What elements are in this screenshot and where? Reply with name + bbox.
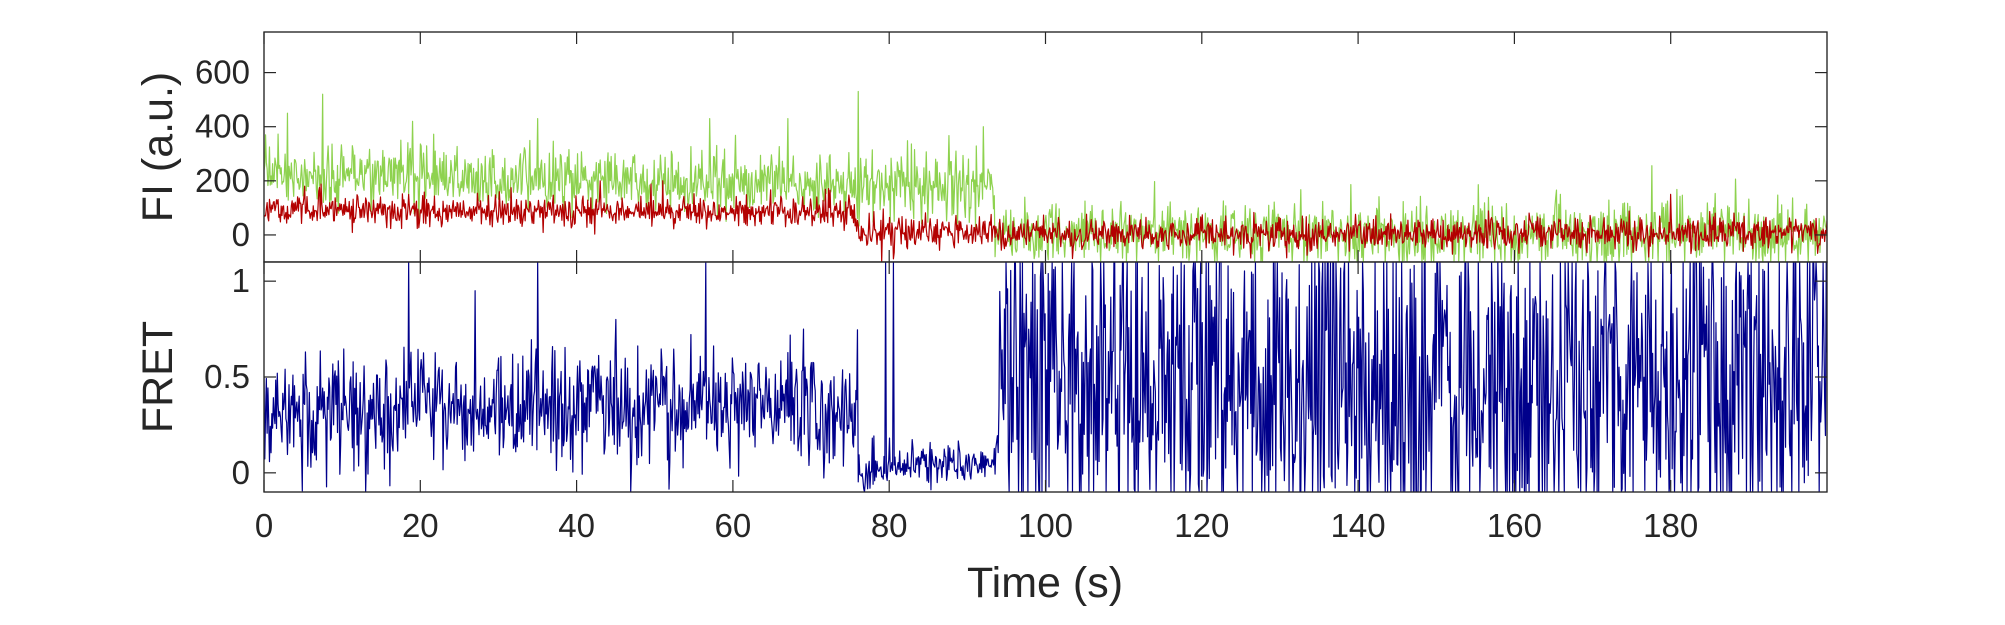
time-x-tick-label: 140	[1331, 507, 1386, 544]
fluorescence-y-tick-label: 400	[195, 108, 250, 145]
fluorescence-series-1-line	[264, 180, 1827, 262]
time-x-ticks: 0 20 40 60 80 100 120 140 160 180	[255, 32, 1698, 544]
fret-y-axis-title: FRET	[134, 321, 182, 433]
fret-series-0-line	[264, 262, 1827, 492]
fret-y-tick-label: 0	[232, 454, 250, 491]
fluorescence-y-axis-title: FI (a.u.)	[134, 72, 182, 223]
time-x-tick-label: 0	[255, 507, 273, 544]
fret-y-ticks: 00.51	[204, 262, 1827, 491]
time-x-tick-label: 160	[1487, 507, 1542, 544]
fluorescence-y-tick-label: 200	[195, 162, 250, 199]
time-x-tick-label: 180	[1643, 507, 1698, 544]
fluorescence-y-ticks: 0 200 400 600	[195, 54, 1827, 253]
fret-panel: 00.51 0 20 40 60 80 100 120 140 160 180 FRET Time…	[134, 32, 1828, 607]
time-x-tick-label: 20	[402, 507, 439, 544]
fluorescence-series-0-line	[264, 90, 1827, 262]
time-x-tick-label: 80	[871, 507, 908, 544]
time-x-tick-label: 60	[715, 507, 752, 544]
fluorescence-y-tick-label: 0	[232, 216, 250, 253]
time-x-tick-label: 100	[1018, 507, 1073, 544]
fluorescence-panel: 0 200 400 600 FI (a.u.)	[134, 31, 1828, 263]
fret-y-tick-label: 0.5	[204, 358, 250, 395]
time-x-tick-label: 120	[1174, 507, 1229, 544]
time-x-tick-label: 40	[558, 507, 595, 544]
fret-frame-border	[263, 261, 1828, 493]
fluorescence-y-tick-label: 600	[195, 54, 250, 91]
fret-y-tick-label: 1	[232, 262, 250, 299]
time-x-axis-title: Time (s)	[967, 559, 1123, 607]
